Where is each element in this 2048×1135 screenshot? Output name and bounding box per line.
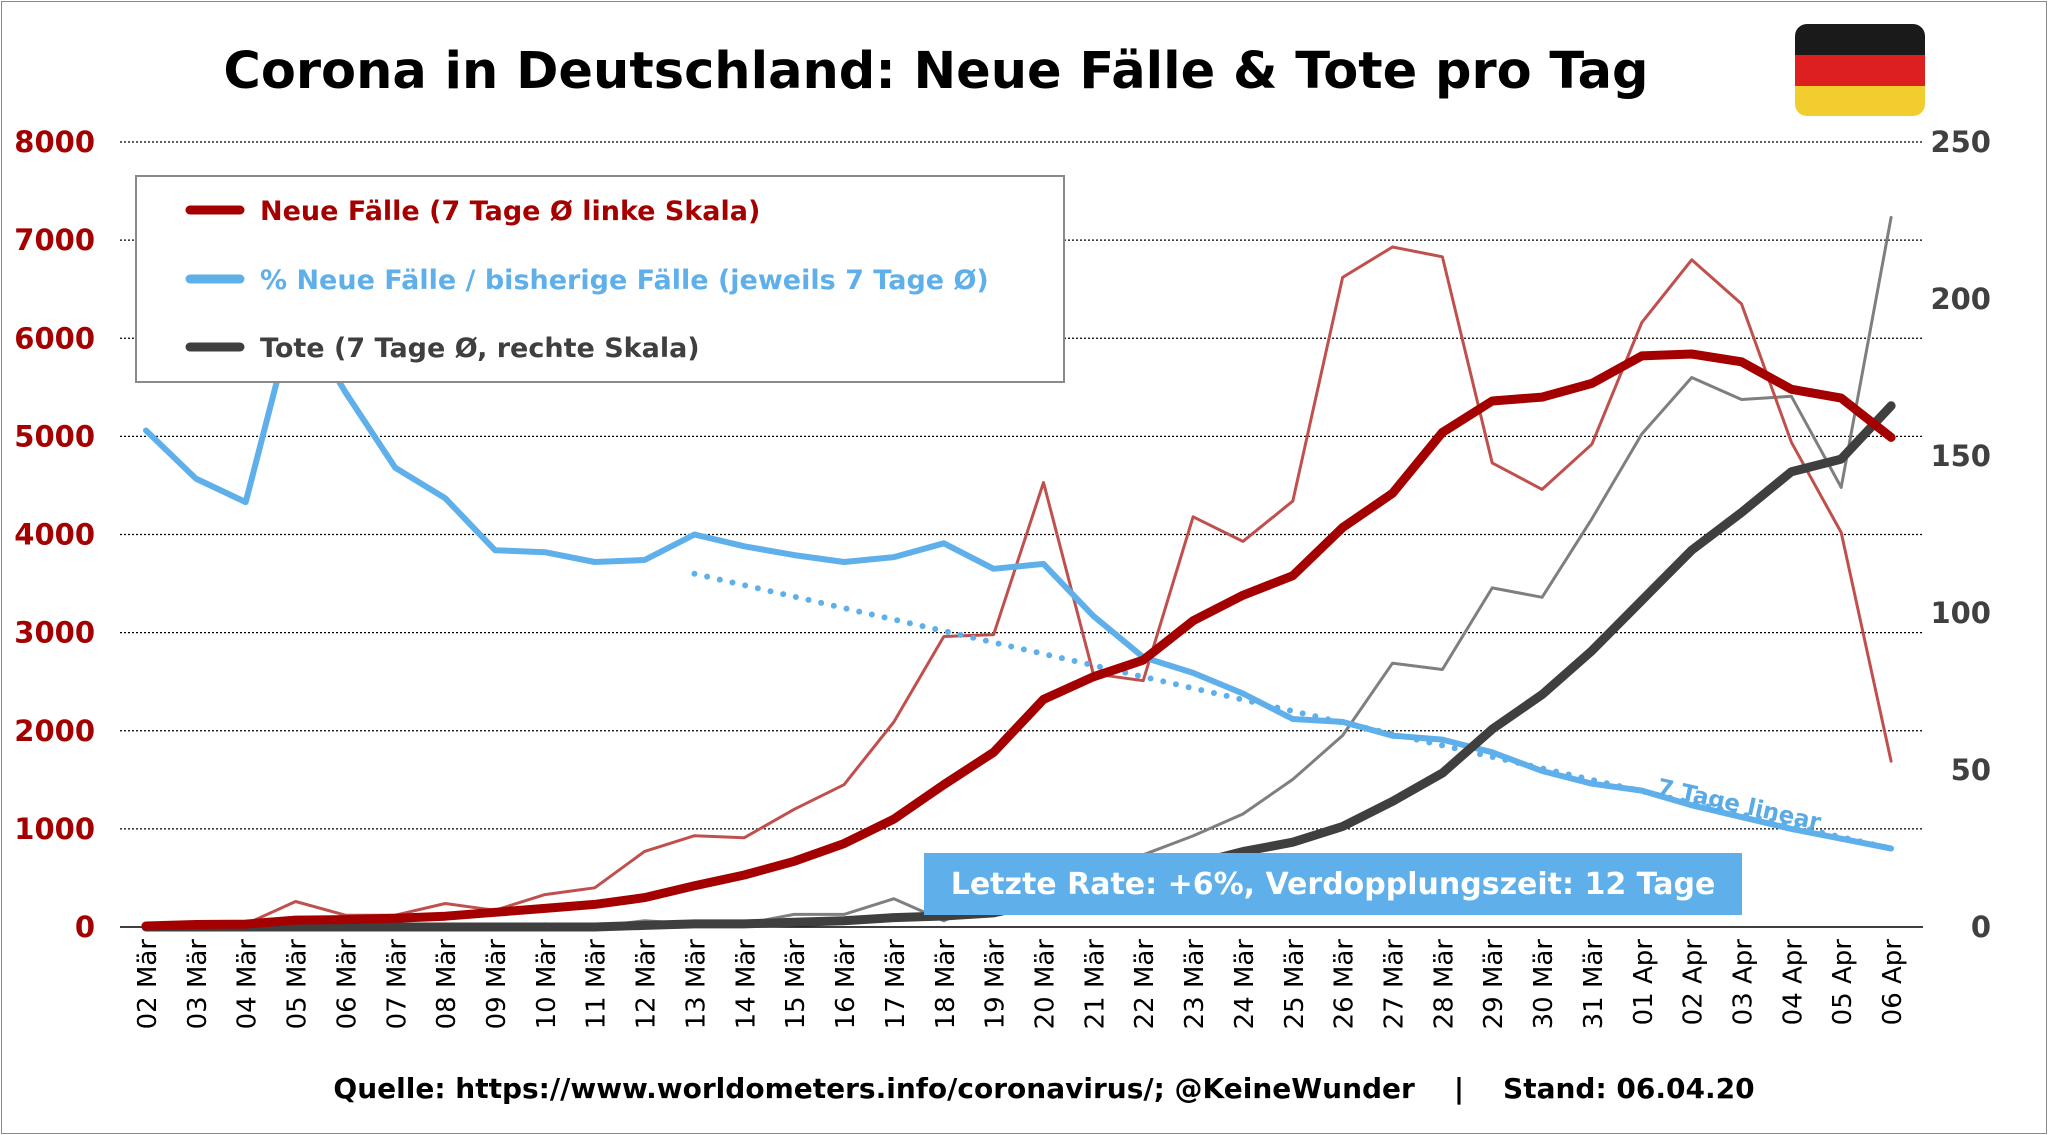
x-tick-label: 19 Mär xyxy=(981,939,1011,1030)
x-tick-label: 16 Mär xyxy=(831,939,861,1030)
x-tick-label: 08 Mär xyxy=(432,939,462,1030)
x-tick-label: 22 Mär xyxy=(1130,939,1160,1030)
right-tick-label: 150 xyxy=(1930,439,1991,473)
flag-stripe-gold xyxy=(1795,86,1925,116)
left-tick-label: 4000 xyxy=(14,518,95,552)
x-axis-ticks: 02 Mär 03 Mär 04 Mär 05 Mär 06 Mär 07 Mär 08 M… xyxy=(133,939,1908,1030)
x-tick-label: 02 Mär xyxy=(133,939,163,1030)
x-tick-label: 27 Mär xyxy=(1380,939,1410,1030)
german-flag-icon xyxy=(1795,24,1925,116)
x-tick-label: 02 Apr xyxy=(1679,939,1709,1026)
left-tick-label: 5000 xyxy=(14,419,95,453)
x-tick-label: 10 Mär xyxy=(532,939,562,1030)
x-tick-label: 26 Mär xyxy=(1330,939,1360,1030)
series-cases-7day xyxy=(141,349,1896,931)
annotation-text: Letzte Rate: +6%, Verdopplungszeit: 12 T… xyxy=(951,867,1716,902)
x-tick-label: 31 Mär xyxy=(1579,939,1609,1030)
x-tick-label: 01 Apr xyxy=(1629,939,1659,1026)
x-tick-label: 12 Mär xyxy=(632,939,662,1030)
x-tick-label: 20 Mär xyxy=(1030,939,1060,1030)
legend-box xyxy=(135,175,1065,383)
x-tick-label: 04 Mär xyxy=(233,939,263,1030)
source-text: Quelle: https://www.worldometers.info/co… xyxy=(333,1072,1754,1105)
x-tick-label: 18 Mär xyxy=(931,939,961,1030)
left-tick-label: 6000 xyxy=(14,321,95,355)
right-tick-label: 0 xyxy=(1971,910,1991,944)
rate-annotation: Letzte Rate: +6%, Verdopplungszeit: 12 T… xyxy=(924,853,1742,915)
x-tick-label: 06 Apr xyxy=(1878,939,1908,1026)
x-tick-label: 09 Mär xyxy=(482,939,512,1030)
flag-stripe-black xyxy=(1795,24,1925,55)
x-tick-label: 24 Mär xyxy=(1230,939,1260,1030)
left-tick-label: 7000 xyxy=(14,223,95,257)
x-tick-label: 15 Mär xyxy=(781,939,811,1030)
x-tick-label: 30 Mär xyxy=(1529,939,1559,1030)
trendline-7day-linear xyxy=(691,570,1895,852)
left-tick-label: 2000 xyxy=(14,714,95,748)
series-percent-new xyxy=(143,305,1895,852)
flag-stripe-red xyxy=(1795,55,1925,86)
x-tick-label: 03 Mär xyxy=(183,939,213,1030)
legend-label-percent: % Neue Fälle / bisherige Fälle (jeweils … xyxy=(260,265,989,296)
x-tick-label: 17 Mär xyxy=(881,939,911,1030)
right-axis-ticks: 0 50 100 150 200 250 xyxy=(1930,125,1991,944)
trendline-label: 7 Tage linear xyxy=(1655,774,1824,836)
left-tick-label: 3000 xyxy=(14,616,95,650)
x-tick-label: 07 Mär xyxy=(382,939,412,1030)
left-tick-label: 8000 xyxy=(14,125,95,159)
x-tick-label: 03 Apr xyxy=(1729,939,1759,1026)
legend: Neue Fälle (7 Tage Ø linke Skala) % Neue… xyxy=(135,175,1065,383)
x-tick-label: 25 Mär xyxy=(1280,939,1310,1030)
left-tick-label: 0 xyxy=(75,910,95,944)
x-tick-label: 05 Apr xyxy=(1828,939,1858,1026)
series-deaths-7day xyxy=(141,401,1896,932)
legend-label-deaths: Tote (7 Tage Ø, rechte Skala) xyxy=(260,333,700,364)
x-tick-label: 28 Mär xyxy=(1429,939,1459,1030)
x-tick-label: 13 Mär xyxy=(681,939,711,1030)
right-tick-label: 250 xyxy=(1930,125,1991,159)
annotation-box xyxy=(924,853,1742,915)
x-tick-label: 04 Apr xyxy=(1778,939,1808,1026)
x-tick-label: 29 Mär xyxy=(1479,939,1509,1030)
legend-label-cases: Neue Fälle (7 Tage Ø linke Skala) xyxy=(260,196,760,227)
left-axis-ticks: 0 1000 2000 3000 4000 5000 6000 7000 8000 xyxy=(14,125,95,944)
x-tick-label: 21 Mär xyxy=(1080,939,1110,1030)
chart-title: Corona in Deutschland: Neue Fälle & Tote… xyxy=(223,42,1648,101)
x-tick-label: 23 Mär xyxy=(1180,939,1210,1030)
x-tick-label: 05 Mär xyxy=(283,939,313,1030)
right-tick-label: 100 xyxy=(1930,596,1991,630)
x-tick-label: 14 Mär xyxy=(731,939,761,1030)
x-tick-label: 06 Mär xyxy=(332,939,362,1030)
x-tick-label: 11 Mär xyxy=(582,939,612,1030)
right-tick-label: 200 xyxy=(1930,282,1991,316)
series-cases-daily xyxy=(144,245,1893,928)
left-tick-label: 1000 xyxy=(14,812,95,846)
right-tick-label: 50 xyxy=(1951,753,1991,787)
